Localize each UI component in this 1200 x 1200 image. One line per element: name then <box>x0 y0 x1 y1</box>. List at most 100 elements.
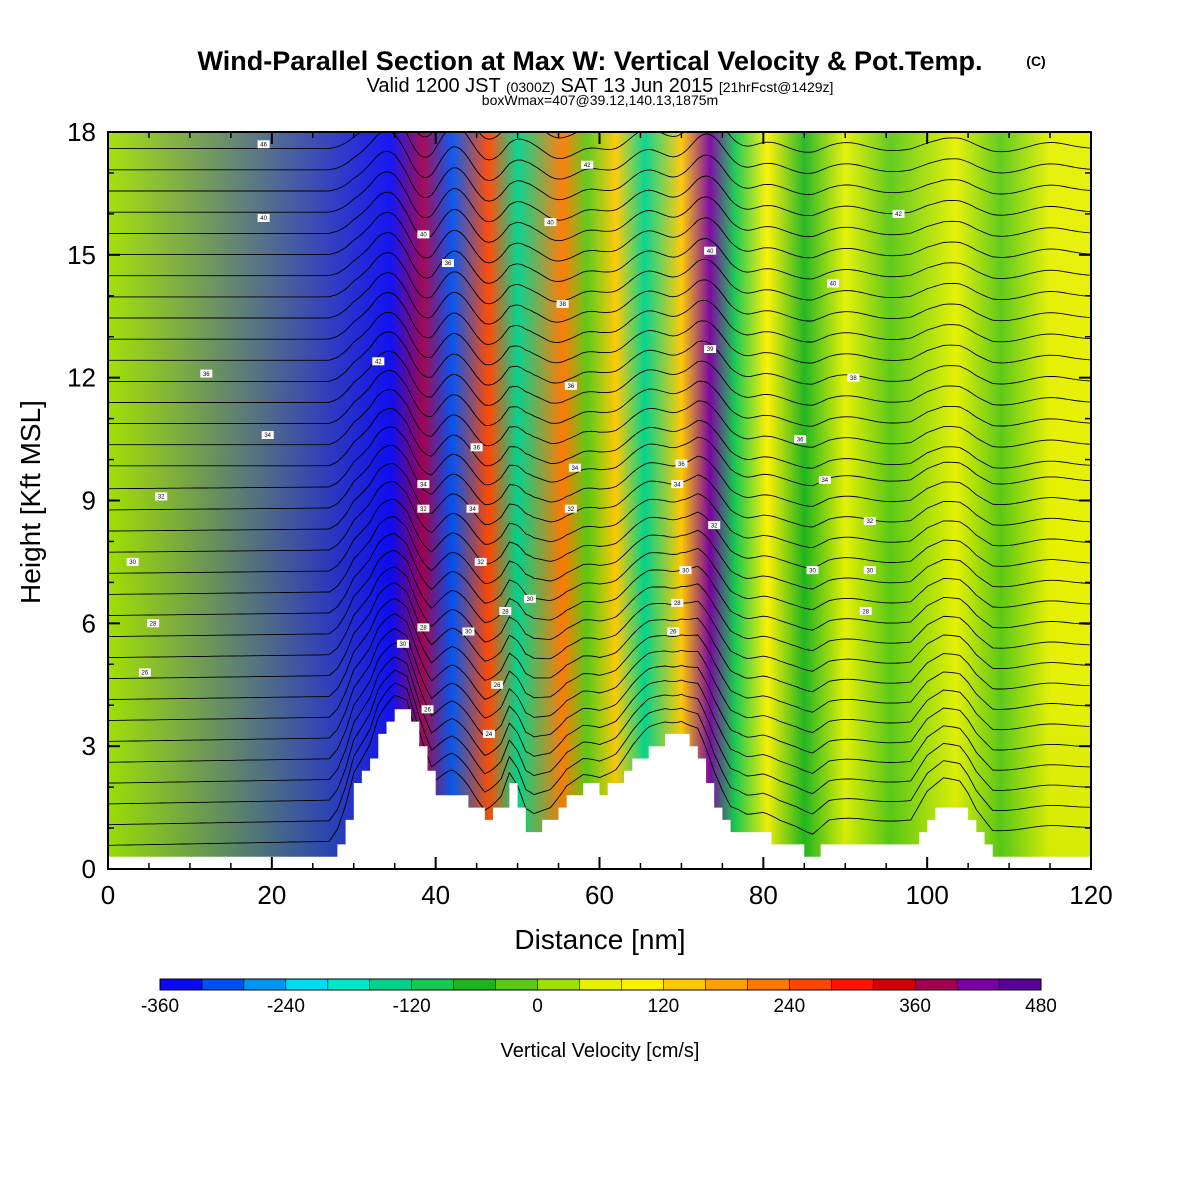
colorbar-tick-label: -120 <box>393 996 431 1017</box>
contour-label-text: 28 <box>674 601 681 607</box>
contour-label: 36 <box>564 381 577 390</box>
x-tick-label: 120 <box>1069 880 1112 910</box>
contour-label: 30 <box>679 566 692 575</box>
contour-label: 24 <box>482 729 495 738</box>
contour-label-text: 32 <box>158 495 165 501</box>
contour-label-bg <box>568 463 581 472</box>
isentrope-line <box>108 566 1091 659</box>
contour-label-bg <box>147 619 160 628</box>
y-tick-label: 12 <box>67 363 96 393</box>
contour-label-bg <box>581 160 594 169</box>
contour-label: 36 <box>200 369 213 378</box>
isentrope-line <box>108 150 1091 202</box>
contour-label-bg <box>564 504 577 513</box>
colorbar-bin <box>243 979 287 990</box>
contour-label-bg <box>417 230 430 239</box>
y-tick-label: 9 <box>82 486 96 516</box>
contour-label: 26 <box>138 668 151 677</box>
contour-label-text: 34 <box>264 433 271 439</box>
contour-label-text: 36 <box>567 384 574 390</box>
isentrope-line <box>108 628 1091 742</box>
colorbar-bin <box>663 979 706 990</box>
contour-label-bg <box>257 214 270 222</box>
colorbar-bin <box>537 979 581 990</box>
contour-label-bg <box>138 668 151 677</box>
box-info: boxWmax=407@39.12,140.13,1875m <box>482 92 718 108</box>
contour-label-bg <box>417 623 430 632</box>
isentrope-line <box>108 516 1091 595</box>
y-tick-label: 0 <box>82 854 96 884</box>
contour-label-text: 30 <box>866 568 873 574</box>
contour-label: 40 <box>417 230 430 239</box>
contour-label: 40 <box>704 246 717 255</box>
contour-label: 40 <box>827 279 839 288</box>
contour-label: 34 <box>466 504 479 513</box>
isentrope-line <box>108 350 1091 406</box>
contour-label: 32 <box>155 492 168 501</box>
terrain-mask <box>108 709 1091 869</box>
contour-label-text: 26 <box>670 630 677 636</box>
contour-label: 42 <box>372 357 385 366</box>
contour-label-text: 40 <box>420 233 427 239</box>
contour-label-text: 30 <box>809 568 816 574</box>
isentrope-line <box>108 656 1091 784</box>
contour-label-bg <box>863 566 876 575</box>
contour-label-bg <box>704 345 717 353</box>
isentrope-line <box>108 311 1091 366</box>
contour-label: 28 <box>499 607 512 615</box>
contour-label: 36 <box>470 443 483 452</box>
contour-label-text: 28 <box>502 609 509 615</box>
contour-label-bg <box>667 627 680 636</box>
contour-label-text: 36 <box>473 446 480 452</box>
colorbar-tick-label: 240 <box>773 996 805 1017</box>
x-tick-label: 20 <box>257 880 286 910</box>
valid-utc: (0300Z) <box>506 79 555 95</box>
contour-label-text: 42 <box>375 360 382 366</box>
colorbar-bin <box>915 979 958 990</box>
x-axis: 0 20 40 60 80 100 120 <box>101 132 1113 910</box>
contour-label-text: 34 <box>420 482 427 488</box>
isentrope-line <box>108 426 1091 490</box>
contour-label-text: 24 <box>486 732 493 738</box>
contour-label: 34 <box>818 476 831 484</box>
colorbar-bin <box>453 979 497 990</box>
contour-label: 34 <box>568 463 581 472</box>
contour-label: 28 <box>417 623 430 632</box>
contour-label-bg <box>892 209 905 218</box>
colorbar-bin <box>957 979 1000 990</box>
contour-label-bg <box>421 705 434 714</box>
contour-label-bg <box>417 504 430 513</box>
y-axis-label: Height [Kft MSL] <box>15 400 46 604</box>
contour-label-text: 32 <box>866 519 873 525</box>
contour-label-bg <box>396 639 409 648</box>
contour-label-bg <box>442 259 454 267</box>
contour-label-bg <box>544 218 557 227</box>
y-tick-label: 15 <box>67 240 96 270</box>
contour-label-text: 40 <box>830 282 837 288</box>
contour-label-text: 30 <box>682 568 689 574</box>
colorbar-bin <box>327 979 371 990</box>
contour-label-bg <box>417 480 430 489</box>
contour-label: 38 <box>556 300 569 308</box>
contour-label: 28 <box>671 598 684 607</box>
contour-labels: 46 40 36 34 32 30 28 26 42 40 36 34 32 28 30 26 30 34 36 32… <box>126 140 905 738</box>
contour-label-bg <box>482 729 495 738</box>
x-tick-label: 80 <box>749 880 778 910</box>
colorbar-bin <box>999 979 1042 990</box>
contour-label: 28 <box>147 619 160 628</box>
contour-label-bg <box>261 431 274 439</box>
contour-label-bg <box>126 557 139 566</box>
contour-label-text: 30 <box>527 597 534 603</box>
isentrope-line <box>108 370 1091 427</box>
contour-label-bg <box>859 607 872 615</box>
contour-label-text: 26 <box>142 671 149 677</box>
valid-time-line: Valid 1200 JST (0300Z) SAT 13 Jun 2015 [… <box>367 75 834 97</box>
x-axis-label: Distance [nm] <box>514 924 685 955</box>
contour-label: 40 <box>257 214 270 222</box>
contour-label-bg <box>679 566 692 575</box>
contour-label-bg <box>200 369 213 378</box>
contour-label-text: 36 <box>797 437 804 443</box>
colorbar-bin <box>285 979 329 990</box>
isentrope-line <box>108 463 1091 532</box>
